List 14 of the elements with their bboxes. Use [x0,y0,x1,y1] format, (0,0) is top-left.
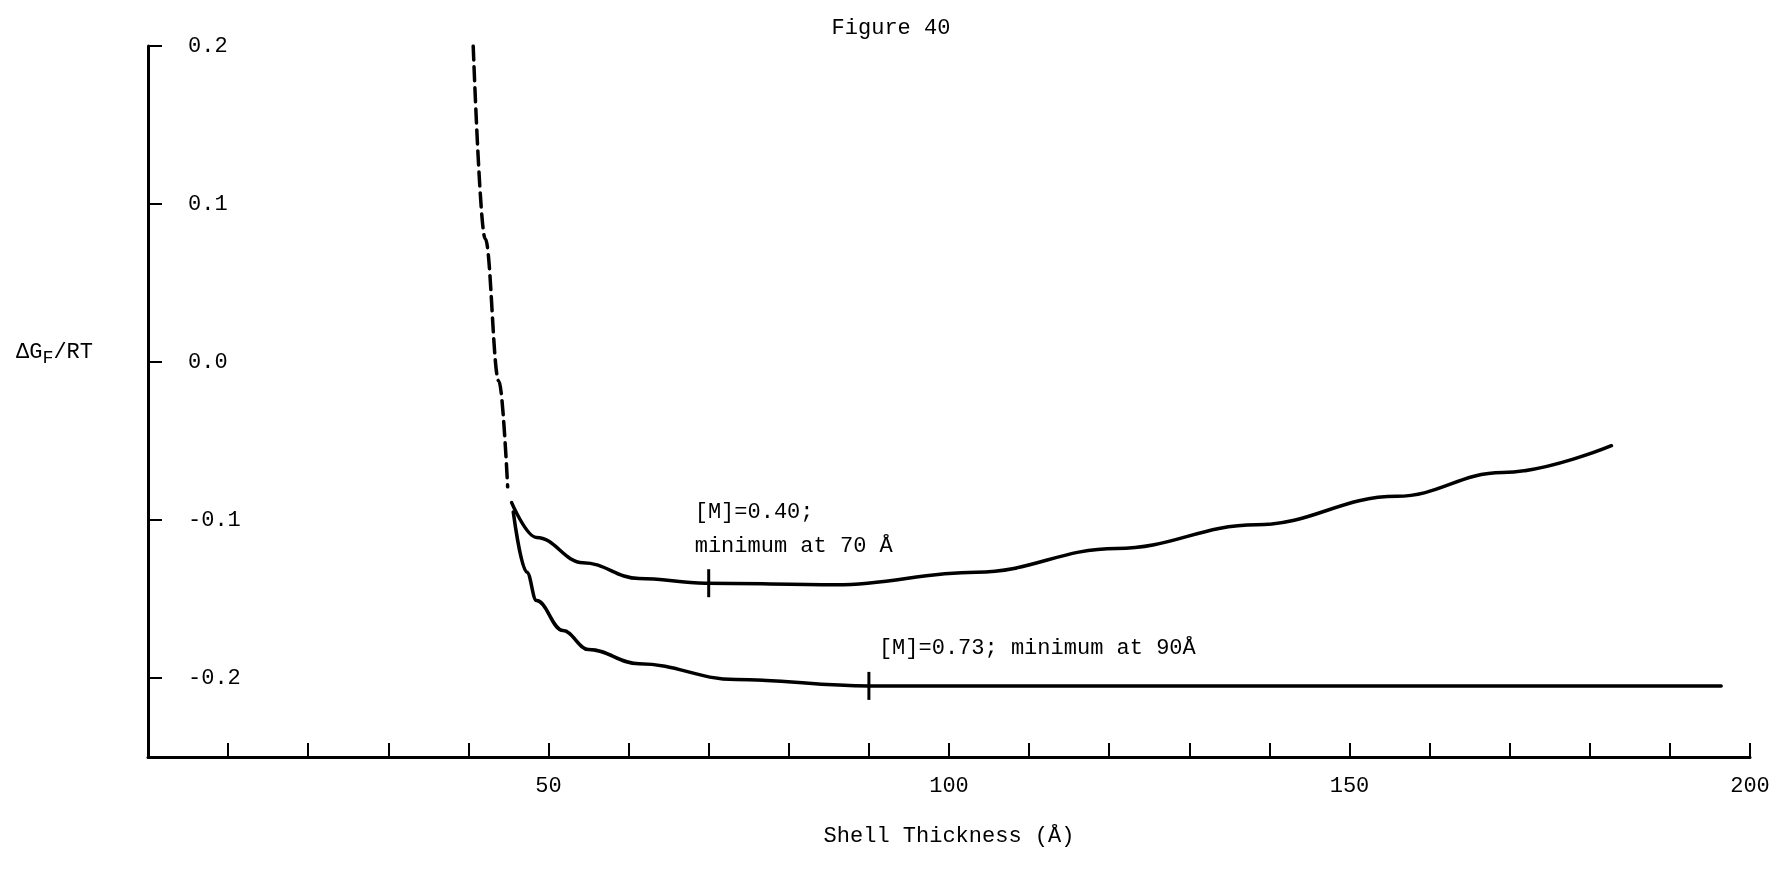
y-tick-label: 0.1 [188,191,228,217]
y-tick-label: -0.2 [188,665,241,691]
y-tick-label: 0.2 [188,33,228,59]
x-axis-title: Shell Thickness (Å) [823,822,1075,849]
x-tick-label: 150 [1329,773,1370,799]
chart-title: Figure 40 [831,15,951,41]
annotation: [M]=0.73; minimum at 90Å [878,635,1197,662]
y-tick-label: 0.0 [188,349,228,375]
annotation: [M]=0.40; minimum at 70 Å [694,499,894,559]
y-tick-label: -0.1 [188,507,241,533]
x-tick-label: 100 [929,773,969,799]
y-axis-title: ΔG$_{F}$/RT [16,339,94,372]
x-tick-label: 50 [535,773,562,799]
x-tick-label: 200 [1730,773,1770,799]
